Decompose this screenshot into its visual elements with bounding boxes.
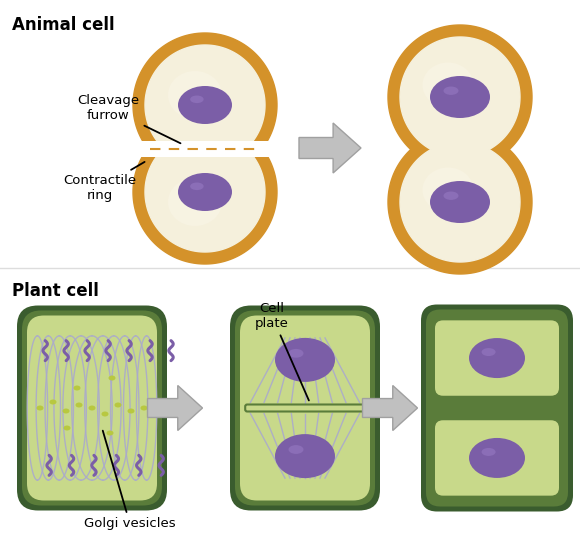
Ellipse shape — [114, 402, 121, 407]
Polygon shape — [145, 45, 265, 165]
FancyBboxPatch shape — [27, 316, 157, 501]
FancyBboxPatch shape — [435, 420, 559, 496]
Ellipse shape — [168, 71, 222, 119]
Polygon shape — [145, 132, 265, 252]
Ellipse shape — [178, 86, 232, 124]
Ellipse shape — [288, 349, 303, 358]
FancyBboxPatch shape — [431, 417, 563, 498]
Polygon shape — [362, 385, 418, 430]
Ellipse shape — [422, 168, 473, 212]
Ellipse shape — [108, 376, 115, 381]
FancyBboxPatch shape — [421, 305, 573, 512]
Ellipse shape — [430, 76, 490, 118]
Ellipse shape — [178, 173, 232, 211]
Ellipse shape — [444, 192, 459, 200]
Ellipse shape — [430, 181, 490, 223]
FancyBboxPatch shape — [431, 317, 563, 399]
Bar — [140, 140, 270, 157]
Text: Animal cell: Animal cell — [12, 16, 115, 34]
Polygon shape — [400, 142, 520, 262]
Ellipse shape — [469, 338, 525, 378]
FancyBboxPatch shape — [435, 321, 559, 396]
Ellipse shape — [89, 406, 96, 411]
Polygon shape — [133, 33, 277, 177]
Ellipse shape — [481, 348, 495, 356]
Ellipse shape — [469, 438, 525, 478]
FancyBboxPatch shape — [235, 311, 375, 506]
Text: Contractile
ring: Contractile ring — [63, 162, 144, 202]
Ellipse shape — [107, 430, 114, 436]
Ellipse shape — [63, 425, 71, 430]
Polygon shape — [299, 123, 361, 173]
Polygon shape — [133, 120, 277, 264]
Polygon shape — [147, 385, 202, 430]
Ellipse shape — [37, 406, 44, 411]
Ellipse shape — [168, 178, 222, 226]
Ellipse shape — [190, 182, 204, 190]
Ellipse shape — [140, 406, 147, 411]
Ellipse shape — [444, 86, 459, 95]
Ellipse shape — [481, 448, 495, 456]
Ellipse shape — [275, 434, 335, 478]
FancyBboxPatch shape — [22, 311, 162, 506]
Polygon shape — [388, 130, 532, 274]
Ellipse shape — [288, 445, 303, 454]
Ellipse shape — [75, 402, 82, 407]
FancyBboxPatch shape — [426, 310, 568, 507]
Ellipse shape — [102, 412, 108, 417]
FancyBboxPatch shape — [17, 306, 167, 511]
Ellipse shape — [275, 338, 335, 382]
Text: Golgi vesicles: Golgi vesicles — [84, 431, 176, 531]
Ellipse shape — [49, 400, 56, 405]
Text: Cell
plate: Cell plate — [255, 302, 309, 400]
Polygon shape — [400, 37, 520, 157]
FancyBboxPatch shape — [230, 306, 380, 511]
Ellipse shape — [63, 408, 70, 413]
Text: Plant cell: Plant cell — [12, 282, 99, 300]
Ellipse shape — [422, 62, 473, 108]
Ellipse shape — [190, 96, 204, 103]
Ellipse shape — [128, 408, 135, 413]
Text: Cleavage
furrow: Cleavage furrow — [77, 94, 180, 143]
Polygon shape — [388, 25, 532, 169]
Ellipse shape — [74, 385, 81, 390]
FancyBboxPatch shape — [240, 316, 370, 501]
FancyBboxPatch shape — [245, 405, 365, 412]
